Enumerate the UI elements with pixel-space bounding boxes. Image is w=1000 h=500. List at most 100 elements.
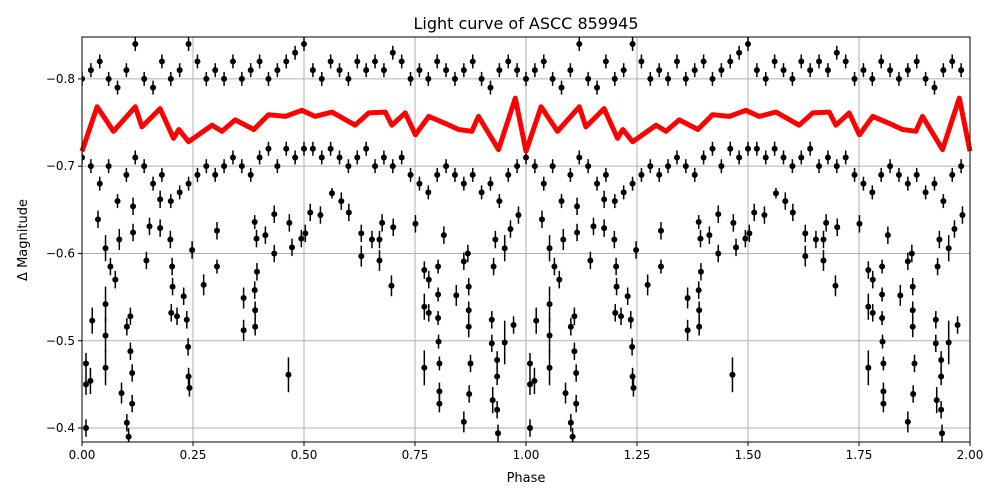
point-marker <box>594 180 601 187</box>
point-marker <box>523 154 529 161</box>
data-point <box>879 287 886 302</box>
data-point <box>488 334 495 353</box>
data-point <box>633 241 640 259</box>
data-point <box>251 215 258 230</box>
point-marker <box>523 75 529 82</box>
data-point <box>684 319 691 341</box>
point-marker <box>301 145 307 152</box>
point-marker <box>531 377 538 384</box>
data-point <box>127 307 134 326</box>
data-point <box>789 159 796 174</box>
point-marker <box>494 373 501 380</box>
data-point <box>789 203 796 222</box>
data-point <box>274 159 281 174</box>
data-point <box>434 167 441 182</box>
point-marker <box>292 154 299 161</box>
data-point <box>390 218 397 237</box>
point-marker <box>141 75 148 82</box>
point-marker <box>546 332 553 339</box>
point-marker <box>865 303 872 310</box>
point-marker <box>602 171 609 178</box>
point-marker <box>627 316 634 323</box>
point-marker <box>253 235 260 242</box>
point-marker <box>238 163 245 170</box>
data-point <box>904 411 911 433</box>
data-point <box>494 367 501 386</box>
data-point <box>940 63 947 78</box>
data-point <box>389 45 396 60</box>
point-marker <box>909 307 916 314</box>
data-point <box>601 190 608 209</box>
point-marker <box>253 268 260 275</box>
data-point <box>832 275 839 297</box>
data-point <box>798 54 805 69</box>
point-marker <box>186 384 193 391</box>
point-marker <box>514 67 521 74</box>
data-point <box>123 167 130 182</box>
point-marker <box>887 163 894 170</box>
point-marker <box>911 360 918 367</box>
data-point <box>742 229 749 248</box>
data-point <box>318 71 325 86</box>
data-point <box>514 159 521 174</box>
data-point <box>167 230 174 249</box>
data-point <box>416 63 423 78</box>
data-point <box>345 203 352 222</box>
data-point <box>700 150 707 165</box>
point-marker <box>601 225 608 232</box>
data-point <box>169 257 176 276</box>
point-marker <box>865 267 872 274</box>
data-point <box>251 281 258 299</box>
point-marker <box>656 67 663 74</box>
point-marker <box>256 154 263 161</box>
point-marker <box>789 163 796 170</box>
data-point <box>865 261 872 279</box>
data-point <box>816 159 823 174</box>
data-point <box>167 71 174 86</box>
point-marker <box>746 230 753 237</box>
point-marker <box>531 67 538 74</box>
data-point <box>240 319 247 341</box>
data-point <box>884 226 891 244</box>
data-point <box>265 141 272 156</box>
point-marker <box>602 58 609 65</box>
point-marker <box>638 58 645 65</box>
data-point <box>880 394 887 413</box>
data-point <box>612 304 619 322</box>
point-marker <box>611 75 618 82</box>
point-marker <box>931 180 938 187</box>
data-point <box>833 159 840 174</box>
point-marker <box>274 163 281 170</box>
point-marker <box>157 196 164 203</box>
data-point <box>510 316 517 334</box>
data-point <box>574 223 581 242</box>
point-marker <box>727 145 734 152</box>
point-marker <box>798 154 805 161</box>
point-marker <box>327 145 334 152</box>
point-marker <box>466 390 473 397</box>
data-point <box>523 71 529 86</box>
point-marker <box>851 75 858 82</box>
point-marker <box>425 276 432 283</box>
data-point <box>94 210 101 229</box>
point-marker <box>551 263 558 270</box>
data-point <box>945 235 952 262</box>
data-point <box>338 192 345 210</box>
data-point <box>102 318 109 353</box>
point-marker <box>328 190 335 197</box>
data-point <box>939 424 946 442</box>
data-point <box>904 176 911 191</box>
data-point <box>620 63 627 78</box>
point-marker <box>938 406 945 413</box>
data-point <box>407 71 414 86</box>
data-point <box>87 63 94 78</box>
point-marker <box>487 84 494 91</box>
data-point <box>185 176 192 191</box>
point-marker <box>884 232 891 239</box>
data-point <box>221 71 228 86</box>
point-marker <box>114 198 121 205</box>
point-marker <box>465 307 472 314</box>
data-point <box>174 307 181 326</box>
point-marker <box>94 216 101 223</box>
